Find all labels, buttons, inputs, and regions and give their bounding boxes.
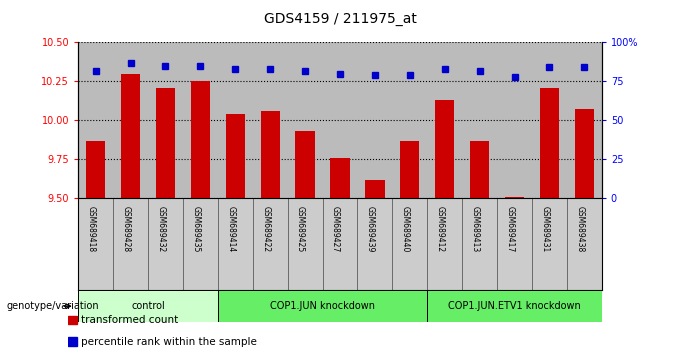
Text: GSM689418: GSM689418 — [86, 206, 96, 252]
Bar — [253, 198, 288, 290]
Bar — [392, 198, 427, 290]
Bar — [322, 198, 358, 290]
Bar — [427, 198, 462, 290]
Text: GDS4159 / 211975_at: GDS4159 / 211975_at — [264, 12, 416, 27]
Text: GSM689422: GSM689422 — [261, 206, 270, 252]
Bar — [401, 141, 420, 198]
Text: GSM689414: GSM689414 — [226, 206, 235, 252]
Bar — [532, 198, 567, 290]
Bar — [68, 337, 77, 346]
Text: transformed count: transformed count — [81, 315, 178, 325]
Text: COP1.JUN.ETV1 knockdown: COP1.JUN.ETV1 knockdown — [448, 301, 581, 311]
Text: GSM689425: GSM689425 — [296, 206, 305, 252]
Text: GSM689417: GSM689417 — [505, 206, 515, 252]
Bar — [505, 197, 524, 198]
Bar — [575, 109, 594, 198]
Bar — [330, 158, 350, 198]
Text: control: control — [131, 301, 165, 311]
Bar — [218, 290, 427, 322]
Text: GSM689440: GSM689440 — [401, 206, 410, 252]
Bar — [462, 198, 497, 290]
Bar — [427, 290, 602, 322]
Text: genotype/variation: genotype/variation — [7, 301, 99, 311]
Text: percentile rank within the sample: percentile rank within the sample — [81, 337, 257, 347]
Bar — [113, 198, 148, 290]
Bar — [470, 141, 489, 198]
Text: GSM689427: GSM689427 — [331, 206, 340, 252]
Bar — [296, 131, 315, 198]
Bar — [78, 290, 218, 322]
Text: GSM689435: GSM689435 — [191, 206, 201, 252]
Bar — [358, 198, 392, 290]
Bar — [218, 198, 253, 290]
Bar — [86, 141, 105, 198]
Text: COP1.JUN knockdown: COP1.JUN knockdown — [270, 301, 375, 311]
Text: GSM689428: GSM689428 — [122, 206, 131, 252]
Bar — [260, 111, 279, 198]
Bar — [191, 81, 210, 198]
Text: GSM689413: GSM689413 — [471, 206, 479, 252]
Bar — [183, 198, 218, 290]
Text: GSM689438: GSM689438 — [575, 206, 584, 252]
Bar — [148, 198, 183, 290]
Bar — [540, 88, 559, 198]
Bar — [567, 198, 602, 290]
Bar — [68, 316, 77, 324]
Text: GSM689412: GSM689412 — [436, 206, 445, 252]
Bar — [121, 74, 140, 198]
Text: GSM689439: GSM689439 — [366, 206, 375, 252]
Bar — [435, 100, 454, 198]
Bar — [497, 198, 532, 290]
Text: GSM689432: GSM689432 — [156, 206, 165, 252]
Text: GSM689431: GSM689431 — [541, 206, 549, 252]
Bar — [226, 114, 245, 198]
Bar — [288, 198, 322, 290]
Bar — [156, 88, 175, 198]
Bar — [78, 198, 113, 290]
Bar — [365, 179, 384, 198]
